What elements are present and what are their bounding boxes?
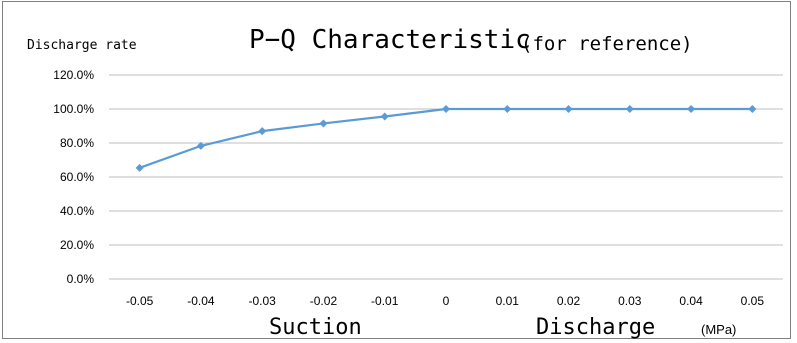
- x-tick-label: 0.04: [679, 294, 703, 308]
- data-point: [319, 119, 328, 128]
- data-point: [135, 163, 144, 172]
- x-tick-label: -0.03: [249, 294, 277, 308]
- y-tick-label: 100.0%: [53, 102, 94, 116]
- y-tick-label: 20.0%: [60, 238, 94, 252]
- suction-label: Suction: [269, 315, 362, 340]
- x-tick-label: 0.01: [496, 294, 520, 308]
- chart-frame: Discharge rate P−Q Characteristic (for r…: [2, 1, 791, 340]
- chart-title: P−Q Characteristic: [249, 25, 531, 55]
- x-tick-label: 0: [443, 294, 450, 308]
- x-tick-labels: -0.05 -0.04 -0.03 -0.02 -0.01 0 0.01 0.02 0.03 0.…: [126, 294, 764, 308]
- x-tick-label: 0.02: [557, 294, 581, 308]
- y-axis-label: Discharge rate: [27, 38, 137, 53]
- chart-svg: Discharge rate P−Q Characteristic (for r…: [27, 25, 783, 340]
- data-point: [258, 127, 267, 136]
- series-line: [139, 107, 753, 169]
- data-point: [625, 105, 634, 113]
- data-point: [380, 112, 389, 121]
- data-point: [196, 141, 205, 150]
- y-tick-label: 60.0%: [60, 170, 94, 184]
- x-tick-label: -0.01: [371, 294, 399, 308]
- x-tick-label: 0.05: [741, 294, 765, 308]
- chart-subtitle: (for reference): [521, 33, 693, 55]
- x-tick-label: -0.04: [187, 294, 215, 308]
- y-tick-label: 0.0%: [67, 272, 95, 286]
- data-point: [687, 105, 696, 113]
- data-points: [135, 105, 757, 172]
- data-point: [503, 105, 512, 113]
- series-polyline: [139, 107, 753, 169]
- y-tick-label: 80.0%: [60, 136, 94, 150]
- data-point: [564, 105, 573, 113]
- x-axis-unit: (MPa): [701, 322, 736, 337]
- y-tick-labels: 0.0% 20.0% 40.0% 60.0% 80.0% 100.0% 120.0%: [53, 68, 94, 286]
- discharge-label: Discharge: [536, 315, 655, 340]
- y-tick-label: 120.0%: [53, 68, 94, 82]
- x-tick-label: -0.05: [126, 294, 154, 308]
- x-tick-label: 0.03: [618, 294, 642, 308]
- y-tick-label: 40.0%: [60, 204, 94, 218]
- data-point: [442, 105, 450, 113]
- data-point: [748, 105, 757, 113]
- x-tick-label: -0.02: [310, 294, 338, 308]
